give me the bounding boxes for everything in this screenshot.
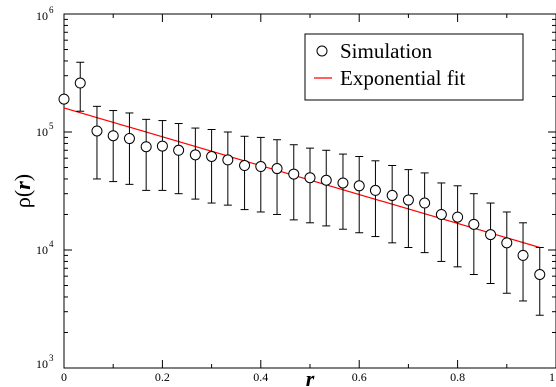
data-point — [468, 218, 480, 230]
y-tick-label-exponent: 6 — [49, 5, 54, 15]
data-point — [419, 197, 431, 209]
data-point — [91, 125, 103, 137]
y-tick-label-exponent: 4 — [49, 239, 54, 249]
y-axis-title: ρ(r) — [10, 174, 35, 208]
y-tick-label-base: 10 — [36, 125, 48, 139]
fit-line-layer — [63, 107, 540, 249]
legend-label-simulation: Simulation — [340, 39, 433, 63]
data-point — [517, 249, 529, 261]
data-point — [485, 229, 497, 241]
data-point — [156, 140, 168, 152]
data-point — [239, 160, 251, 172]
legend-marker-simulation — [316, 45, 328, 57]
data-point — [452, 211, 464, 223]
y-tick-label-base: 10 — [36, 9, 48, 23]
data-point — [337, 177, 349, 189]
legend-box — [304, 33, 524, 101]
data-point — [189, 149, 201, 161]
data-point — [534, 268, 546, 280]
x-tick-label: 1 — [549, 370, 555, 384]
data-point — [353, 180, 365, 192]
data-point — [369, 184, 381, 196]
x-tick-label: 0.6 — [352, 370, 367, 384]
y-axis-title-variable: r — [10, 181, 35, 190]
data-point — [222, 154, 234, 166]
data-point — [271, 163, 283, 175]
data-point — [435, 208, 447, 220]
data-point — [107, 130, 119, 142]
y-axis-title-prefix: ρ( — [10, 190, 35, 208]
x-axis-ticks: 0 0.2 0.4 0.6 0.8 1 — [61, 14, 556, 384]
data-point — [320, 174, 332, 186]
y-tick-label-exponent: 3 — [49, 353, 54, 363]
legend: Simulation Exponential fit — [304, 33, 524, 101]
error-bars-layer — [76, 61, 544, 316]
x-tick-label: 0 — [61, 370, 67, 384]
data-point — [123, 133, 135, 145]
x-tick-label: 0.2 — [155, 370, 170, 384]
y-tick-label-base: 10 — [36, 243, 48, 257]
data-point — [386, 189, 398, 201]
data-point — [140, 141, 152, 153]
legend-label-fit: Exponential fit — [340, 66, 466, 90]
data-point — [402, 194, 414, 206]
fit-line — [63, 107, 540, 249]
y-tick-label-base: 10 — [36, 357, 48, 371]
data-point — [501, 237, 513, 249]
data-point — [288, 168, 300, 180]
data-point — [58, 93, 70, 105]
data-point — [74, 77, 86, 89]
data-point — [173, 144, 185, 156]
x-axis-title: r — [306, 366, 315, 387]
y-axis-title-suffix: ) — [10, 174, 35, 181]
data-point — [206, 150, 218, 162]
x-tick-label: 0.4 — [253, 370, 268, 384]
points-layer — [58, 77, 546, 280]
data-point — [255, 161, 267, 173]
x-tick-label: 0.8 — [450, 370, 465, 384]
y-tick-label-exponent: 5 — [49, 121, 54, 131]
data-point — [304, 172, 316, 184]
